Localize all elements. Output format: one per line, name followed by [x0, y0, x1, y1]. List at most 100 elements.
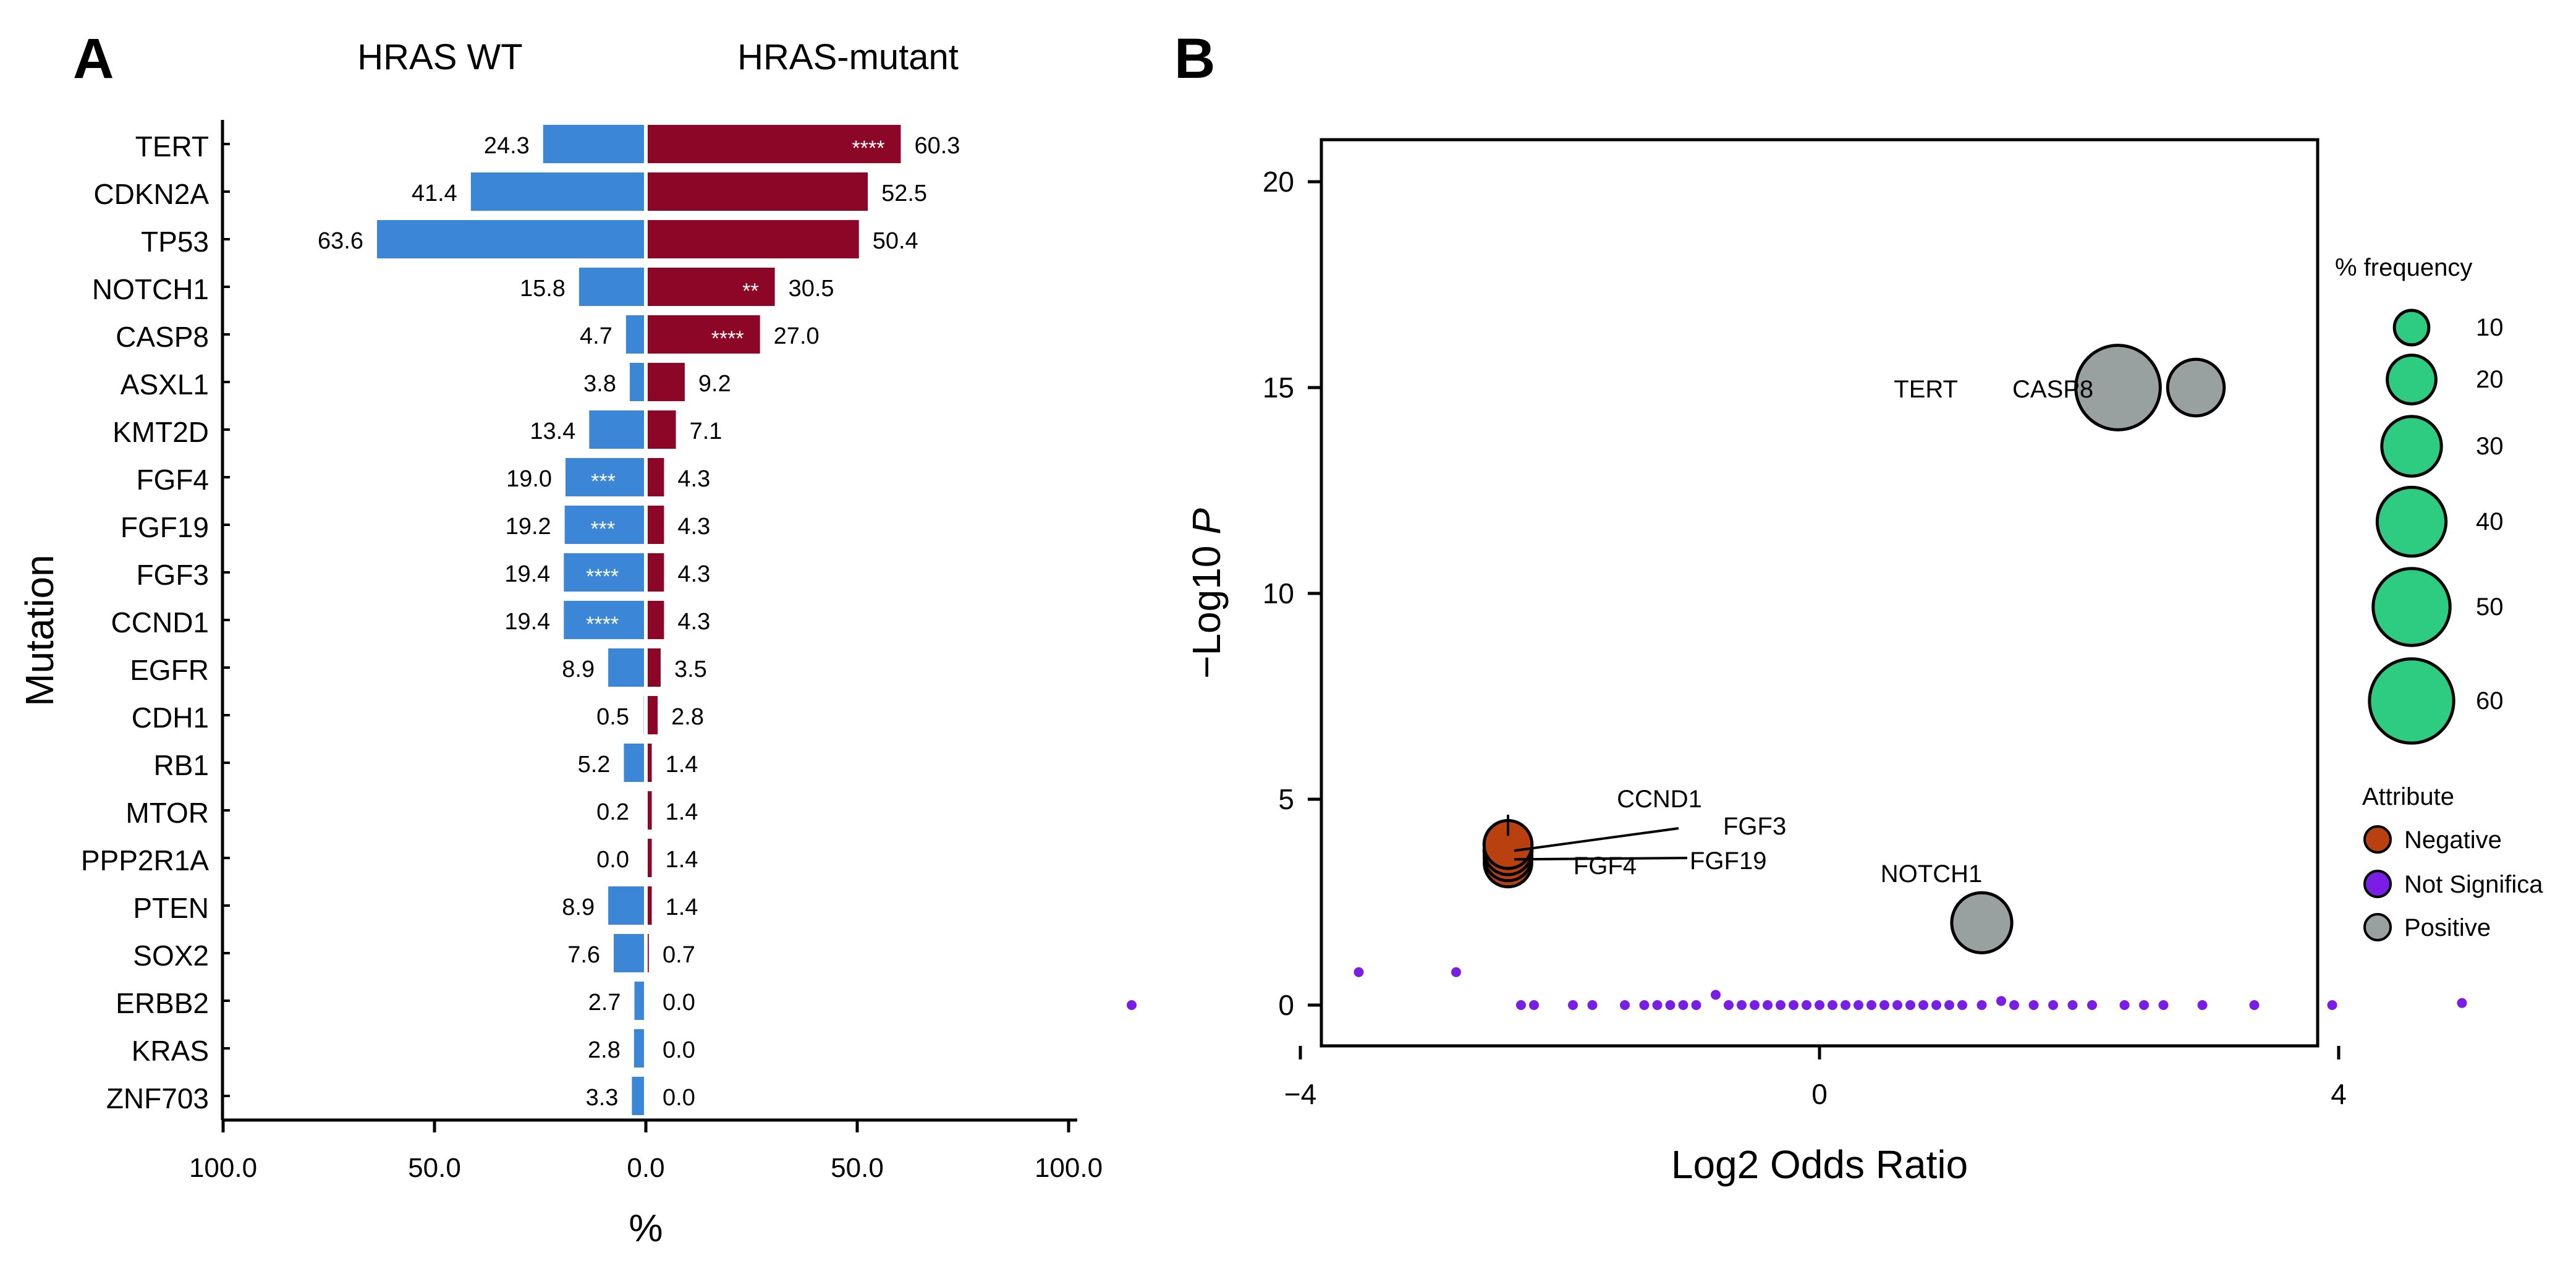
not-significant-point [1802, 1000, 1811, 1010]
wt-significance-stars: **** [586, 613, 619, 636]
legend-frequency-label: 20 [2476, 366, 2504, 393]
y-axis-label-prefix: −Log10 [1184, 535, 1229, 679]
legend-frequency-label: 50 [2476, 593, 2504, 621]
mutant-value-label: 7.1 [690, 418, 722, 444]
legend-attribute-label: Positive [2404, 914, 2491, 941]
not-significant-point [1737, 1000, 1747, 1010]
x-axis-label-log2-odds: Log2 Odds Ratio [1671, 1142, 1968, 1187]
x-tick-label: 50.0 [408, 1153, 461, 1183]
not-significant-point [1724, 1000, 1734, 1010]
mutant-value-label: 3.5 [674, 656, 707, 682]
gene-label: TERT [135, 130, 209, 163]
mutant-value-label: 60.3 [914, 133, 960, 159]
not-significant-point [1866, 1000, 1876, 1010]
x-tick-label: 100.0 [189, 1153, 257, 1183]
bubble-label: CCND1 [1617, 786, 1702, 813]
bar-hras-wt [608, 886, 646, 925]
legend-attribute-swatch [2363, 825, 2392, 854]
bar-hras-mutant [646, 791, 652, 830]
not-significant-point [1652, 1000, 1663, 1010]
legend-attribute-swatch [2363, 870, 2392, 898]
not-significant-point [1854, 1000, 1863, 1010]
not-significant-point [1931, 1000, 1941, 1010]
wt-value-label: 2.7 [588, 990, 621, 1016]
legend-frequency-circle [2371, 567, 2452, 647]
legend: % frequency 10 20 30 40 50 60 Attribute Negat… [2335, 254, 2543, 941]
wt-value-label: 24.3 [484, 133, 530, 159]
legend-attribute-title: Attribute [2362, 783, 2454, 810]
wt-value-label: 13.4 [530, 418, 575, 444]
not-significant-point [1587, 1000, 1598, 1010]
mutant-significance-stars: ** [742, 279, 758, 303]
wt-value-label: 4.7 [580, 323, 612, 349]
not-significant-point [1879, 1000, 1889, 1010]
mutant-value-label: 1.4 [666, 752, 698, 778]
bar-hras-mutant [646, 744, 652, 782]
not-significant-point [1639, 1000, 1650, 1010]
not-significant-point [1828, 1000, 1837, 1010]
y-axis-label-mutation: Mutation [17, 554, 62, 706]
bar-hras-mutant [646, 410, 676, 449]
not-significant-point [1918, 1000, 1928, 1010]
not-significant-point [2457, 998, 2467, 1008]
gene-label: FGF19 [121, 511, 209, 543]
bubble-label: NOTCH1 [1881, 860, 1982, 888]
not-significant-point [1529, 1000, 1539, 1010]
bar-hras-mutant [646, 886, 652, 925]
not-significant-point [2119, 1000, 2130, 1010]
bubble [1950, 891, 2014, 954]
legend-frequency-circle [2392, 308, 2431, 347]
mutant-value-label: 0.0 [663, 1085, 695, 1111]
wt-value-label: 7.6 [567, 942, 600, 968]
panel-b-axes: −4 0 4 0 5 10 15 20 [1263, 166, 2347, 1110]
bar-hras-mutant [646, 506, 664, 544]
legend-frequency-title: % frequency [2335, 254, 2472, 281]
bar-hras-wt [564, 601, 646, 639]
x-tick-label: 0 [1811, 1078, 1828, 1110]
wt-value-label: 41.4 [412, 180, 457, 206]
gene-label: ZNF703 [106, 1082, 209, 1114]
bar-hras-wt [578, 268, 646, 306]
legend-frequency-circle [2380, 415, 2443, 478]
bar-hras-wt [566, 458, 646, 496]
bar-hras-wt [632, 1077, 646, 1115]
gene-label: ASXL1 [121, 368, 209, 401]
not-significant-point [1957, 1000, 1967, 1010]
gene-label: TP53 [141, 226, 209, 258]
bar-hras-wt [633, 1029, 646, 1068]
bar-hras-wt [625, 315, 646, 354]
panel-a: A HRAS WT HRAS-mutant Mutation % TERT 24.… [17, 27, 1103, 1250]
not-significant-point [1354, 967, 1364, 977]
not-significant-point [1691, 1000, 1701, 1010]
mutant-value-label: 4.3 [677, 514, 710, 540]
gene-label: ERBB2 [116, 987, 209, 1019]
not-significant-point [1665, 1000, 1676, 1010]
legend-frequency-circle [2375, 485, 2448, 558]
hras-wt-title: HRAS WT [357, 37, 522, 77]
bubble [2074, 344, 2162, 431]
wt-significance-stars: **** [586, 565, 619, 588]
legend-attribute-swatch [2363, 913, 2392, 941]
wt-value-label: 15.8 [520, 276, 566, 302]
legend-frequency-label: 10 [2476, 314, 2504, 341]
wt-value-label: 3.8 [583, 371, 616, 397]
bar-hras-mutant [646, 839, 652, 877]
plot-frame [1320, 138, 2320, 1048]
legend-frequency-label: 40 [2476, 508, 2504, 535]
mutant-value-label: 1.4 [666, 847, 698, 873]
x-axis-label-percent: % [629, 1207, 663, 1250]
not-significant-point [2028, 1000, 2039, 1010]
bar-hras-mutant [646, 315, 760, 354]
wt-value-label: 3.3 [586, 1085, 619, 1111]
bar-hras-wt [634, 982, 646, 1020]
not-significant-point [2087, 1000, 2097, 1010]
panel-a-label: A [73, 27, 114, 90]
wt-value-label: 63.6 [318, 228, 363, 254]
labeled-bubbles: TERT CASP8 NOTCH1 CCND1 FGF3 FGF19 FGF4 [1482, 344, 2226, 954]
wt-value-label: 0.5 [596, 704, 629, 730]
gene-label: CDH1 [132, 702, 209, 734]
panel-b-label: B [1174, 27, 1215, 90]
not-significant-points [1127, 967, 2467, 1010]
not-significant-point [1776, 1000, 1786, 1010]
